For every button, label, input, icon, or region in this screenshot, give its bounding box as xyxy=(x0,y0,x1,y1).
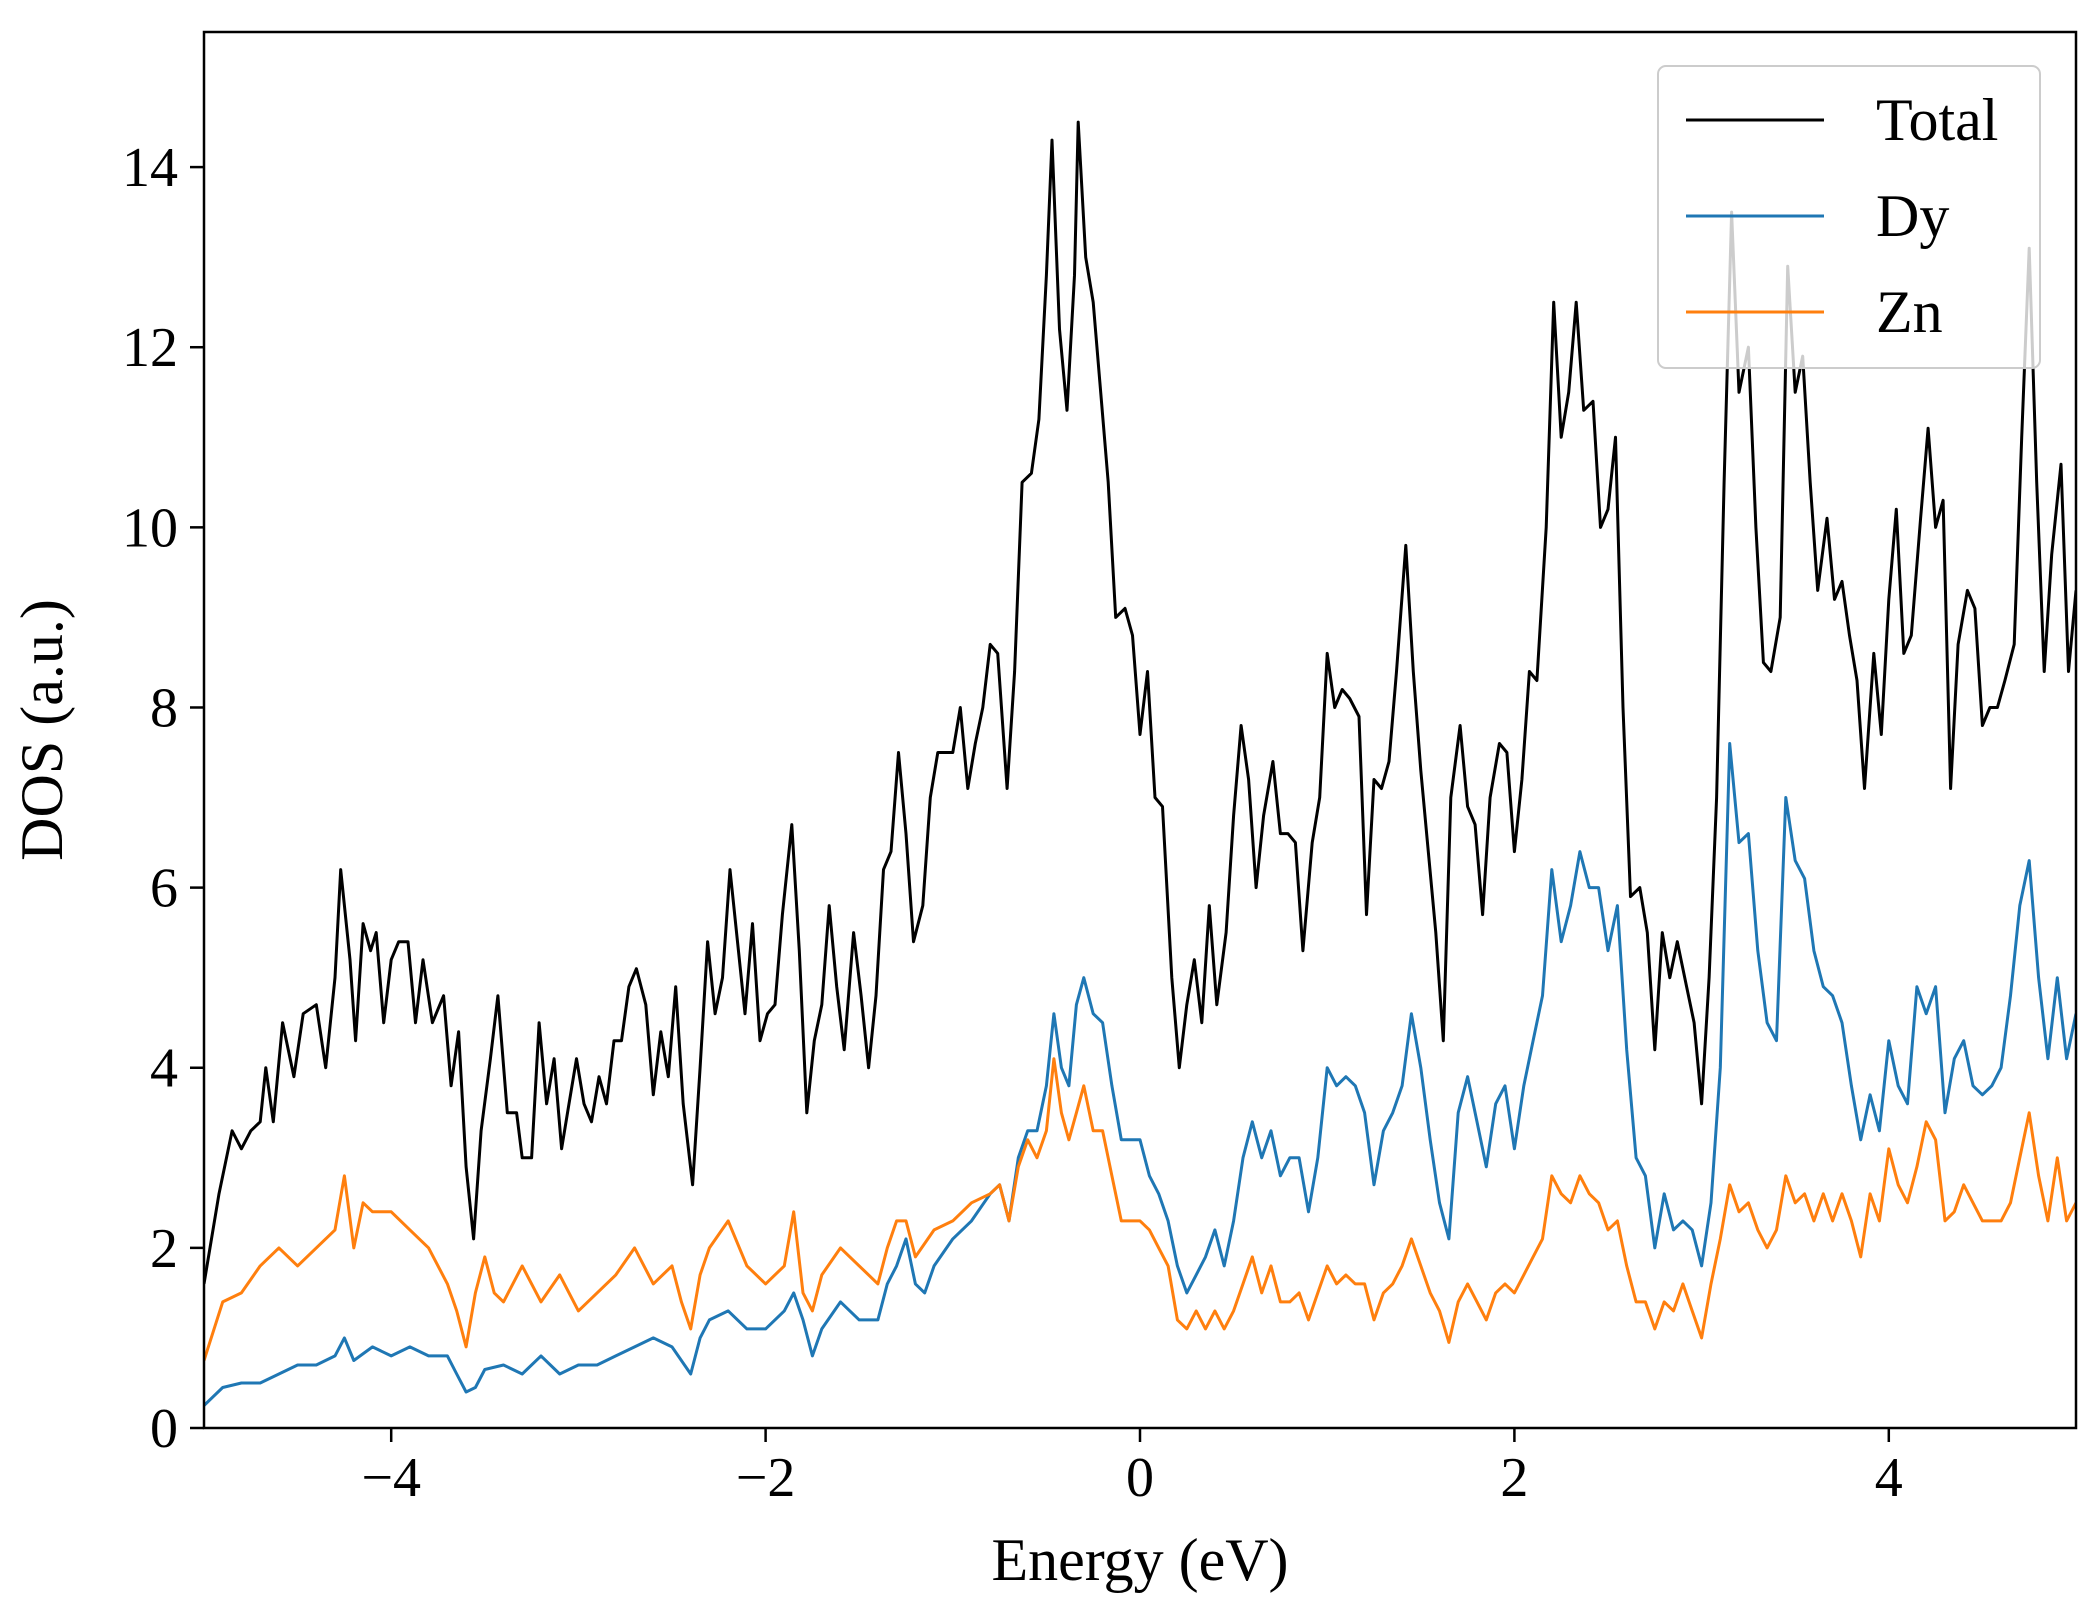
x-tick-label: 2 xyxy=(1500,1447,1528,1509)
y-tick-label: 4 xyxy=(150,1038,178,1100)
y-tick-label: 10 xyxy=(122,497,178,559)
x-tick-label: −2 xyxy=(736,1447,796,1509)
y-tick-label: 6 xyxy=(150,858,178,920)
x-tick-label: −4 xyxy=(361,1447,421,1509)
series-line-total xyxy=(204,120,2076,1285)
y-tick-label: 8 xyxy=(150,677,178,739)
x-tick-label: 4 xyxy=(1875,1447,1903,1509)
legend-label-dy: Dy xyxy=(1876,183,1949,249)
legend-box xyxy=(1657,65,2041,369)
x-axis-ticks: −4 −2 0 2 4 xyxy=(361,1428,1903,1509)
plot-area: −4 −2 0 2 4 0 2 4 6 8 10 12 14 xyxy=(122,30,2078,1509)
series-line-zn xyxy=(204,1057,2076,1361)
legend-label-zn: Zn xyxy=(1876,279,1943,345)
series-layer xyxy=(204,120,2076,1407)
y-tick-label: 12 xyxy=(122,317,178,379)
y-tick-label: 0 xyxy=(150,1398,178,1460)
x-axis-label: Energy (eV) xyxy=(991,1527,1288,1593)
legend: Total Dy Zn xyxy=(1657,65,2041,369)
y-axis-label: DOS (a.u.) xyxy=(9,599,75,861)
legend-label-total: Total xyxy=(1876,87,1998,153)
y-tick-label: 14 xyxy=(122,137,178,199)
x-tick-label: 0 xyxy=(1126,1447,1154,1509)
y-tick-label: 2 xyxy=(150,1218,178,1280)
series-line-dy xyxy=(204,742,2076,1407)
y-axis-ticks: 0 2 4 6 8 10 12 14 xyxy=(122,137,204,1460)
